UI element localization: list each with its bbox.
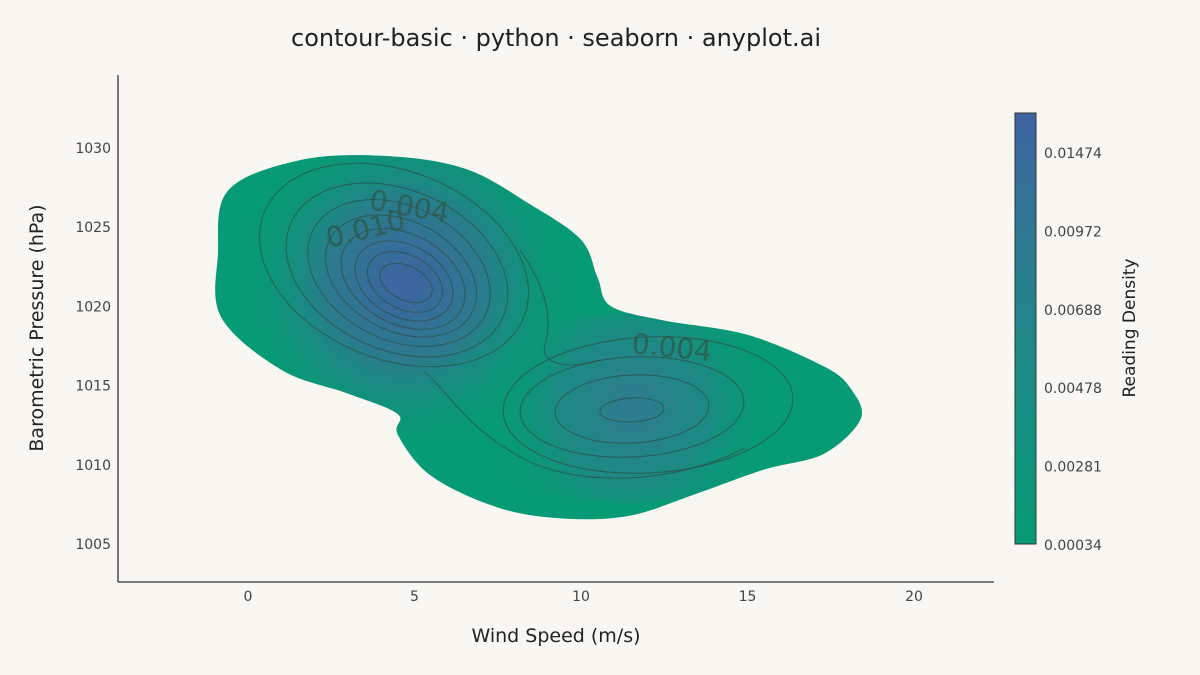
x-axis-label: Wind Speed (m/s)	[471, 625, 640, 647]
y-tick-label: 1025	[75, 220, 111, 236]
iso-line	[554, 374, 710, 444]
colorbar-tick-label: 0.00034	[1044, 538, 1102, 554]
iso-line	[519, 356, 745, 458]
x-tick-label: 5	[410, 589, 419, 605]
y-tick-label: 1010	[75, 458, 111, 474]
iso-line	[366, 251, 444, 313]
iso-line	[519, 249, 601, 366]
y-tick-labels: 1005 1010 1015 1020 1025 1030	[75, 141, 111, 553]
x-tick-label: 0	[243, 589, 252, 605]
iso-lines-mode-b	[502, 336, 794, 474]
iso-line	[285, 182, 509, 358]
x-tick-label: 20	[905, 589, 923, 605]
iso-line	[258, 162, 530, 368]
x-tick-label: 10	[572, 589, 590, 605]
chart-title: contour-basic · python · seaborn · anypl…	[291, 24, 821, 52]
iso-line	[599, 397, 665, 423]
colorbar-label: Reading Density	[1120, 258, 1140, 397]
colorbar-tick-label: 0.00281	[1044, 460, 1102, 476]
colorbar-tick-label: 0.00688	[1044, 303, 1102, 319]
colorbar-gradient	[1014, 112, 1037, 545]
colorbar-tick-label: 0.01474	[1044, 146, 1102, 162]
colorbar-tick-label: 0.00478	[1044, 381, 1102, 397]
iso-line	[379, 262, 433, 304]
iso-line	[354, 240, 454, 322]
y-tick-label: 1020	[75, 299, 111, 315]
y-tick-label: 1005	[75, 537, 111, 553]
y-tick-label: 1030	[75, 141, 111, 157]
iso-line	[340, 228, 466, 330]
x-tick-label: 15	[739, 589, 757, 605]
colorbar-tick-label: 0.00972	[1044, 224, 1102, 240]
iso-line	[324, 214, 478, 338]
iso-line	[502, 336, 794, 474]
colorbar-tick-labels: 0.01474 0.00972 0.00688 0.00478 0.00281 0.000…	[1044, 146, 1102, 554]
iso-line	[307, 198, 491, 348]
y-axis-label: Barometric Pressure (hPa)	[26, 204, 48, 451]
iso-lines-mode-a	[258, 162, 530, 368]
x-tick-labels: 0 5 10 15 20	[243, 589, 923, 605]
y-tick-label: 1015	[75, 379, 111, 395]
colorbar: 0.01474 0.00972 0.00688 0.00478 0.00281 0.000…	[1014, 112, 1140, 554]
